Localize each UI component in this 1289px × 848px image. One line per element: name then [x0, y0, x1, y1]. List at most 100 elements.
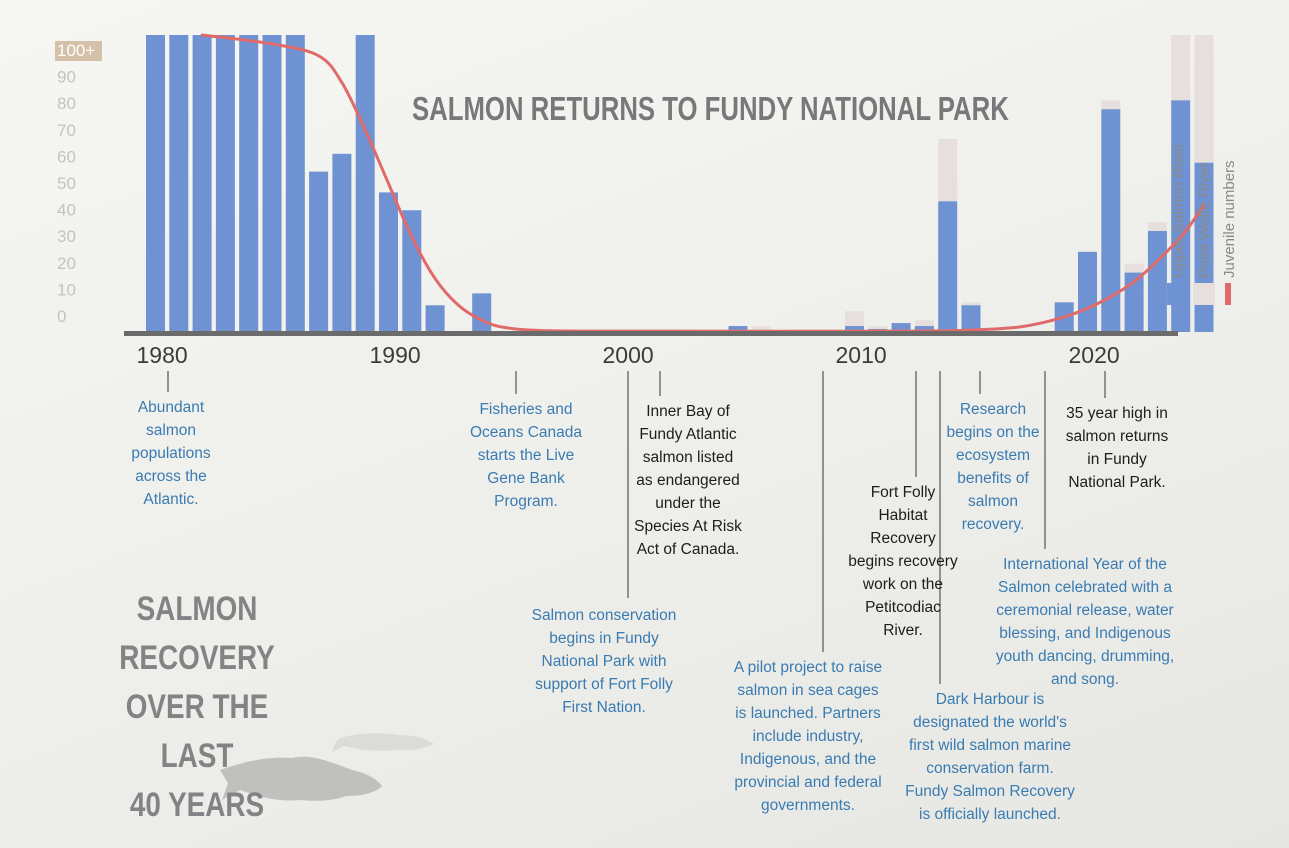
- annotation-line: under the: [588, 492, 788, 515]
- annotation-2019: International Year of the Salmon celebrat…: [985, 553, 1185, 691]
- bar-point-wolfe-2009: [868, 326, 887, 329]
- annotation-line: Fundy Atlantic: [588, 423, 788, 446]
- bar-upper-salmon-1989: [402, 210, 421, 332]
- annotation-line: first wild salmon marine: [890, 734, 1090, 757]
- bar-upper-salmon-2012: [938, 201, 957, 332]
- bar-upper-salmon-1982: [239, 35, 258, 332]
- annotation-line: Species At Risk: [588, 515, 788, 538]
- annotation-line: in Fundy: [1017, 448, 1217, 471]
- legend-label: Upper Salmon River: [1170, 143, 1187, 278]
- annotation-line: and song.: [985, 668, 1185, 691]
- annotation-line: Dark Harbour is: [890, 688, 1090, 711]
- annotation-line: Inner Bay of: [588, 400, 788, 423]
- annotation-line: populations: [71, 442, 271, 465]
- side-title-line: OVER THE LAST: [86, 683, 307, 781]
- bar-point-wolfe-2020: [1125, 264, 1144, 273]
- y-tick-label: 70: [57, 121, 76, 140]
- bar-upper-salmon-1980: [193, 35, 212, 332]
- annotation-line: as endangered: [588, 469, 788, 492]
- legend-swatch: [1193, 283, 1215, 305]
- bar-upper-salmon-2018: [1078, 252, 1097, 332]
- bar-point-wolfe-2012: [938, 139, 957, 201]
- x-tick-label: 1990: [370, 342, 421, 368]
- bar-upper-salmon-1979: [169, 35, 188, 332]
- y-tick-label: 50: [57, 174, 76, 193]
- annotation-line: 35 year high in: [1017, 402, 1217, 425]
- annotation-line: begins recovery: [803, 550, 1003, 573]
- bar-upper-salmon-1987: [356, 35, 375, 332]
- annotation-line: Fundy Salmon Recovery: [890, 780, 1090, 803]
- annotation-line: Indigenous, and the: [708, 748, 908, 771]
- annotation-line: salmon returns: [1017, 425, 1217, 448]
- annotation-line: salmon in sea cages: [708, 679, 908, 702]
- annotation-line: provincial and federal: [708, 771, 908, 794]
- annotation-2001: Salmon conservation begins in Fundy Nation…: [504, 604, 704, 719]
- annotation-line: support of Fort Folly: [504, 673, 704, 696]
- annotation-line: National Park with: [504, 650, 704, 673]
- x-tick-label: 2010: [836, 342, 887, 368]
- bar-upper-salmon-1978: [146, 35, 165, 332]
- bar-upper-salmon-2021: [1148, 231, 1167, 332]
- bar-upper-salmon-1981: [216, 35, 235, 332]
- juvenile-line-layer: [202, 35, 1204, 331]
- bar-point-wolfe-2022: [1171, 35, 1190, 100]
- annotation-line: National Park.: [1017, 471, 1217, 494]
- legend-label: Point Wolfe River: [1196, 162, 1213, 278]
- annotation-line: is launched. Partners: [708, 702, 908, 725]
- bar-point-wolfe-2011: [915, 320, 934, 326]
- annotation-line: Abundant: [71, 396, 271, 419]
- x-tick-label: 1980: [137, 342, 188, 368]
- annotation-1980: Abundant salmon populations across the Atlan…: [71, 396, 271, 511]
- annotation-2015: Dark Harbour is designated the world's fir…: [890, 688, 1090, 826]
- annotation-line: Salmon celebrated with a: [985, 576, 1185, 599]
- annotation-2022: 35 year high in salmon returns in Fundy Nat…: [1017, 402, 1217, 494]
- legend-swatch: [1225, 283, 1231, 305]
- side-title-line: 40 YEARS: [86, 781, 307, 830]
- annotation-line: River.: [803, 619, 1003, 642]
- y-tick-label: 90: [57, 68, 76, 87]
- bar-point-wolfe-2019: [1101, 100, 1120, 109]
- bar-upper-salmon-1985: [309, 172, 328, 332]
- bar-upper-salmon-1988: [379, 192, 398, 332]
- legend-label: Juvenile numbers: [1221, 160, 1238, 278]
- bar-point-wolfe-2008: [845, 311, 864, 326]
- annotation-line: youth dancing, drumming,: [985, 645, 1185, 668]
- annotation-2003: Inner Bay of Fundy Atlantic salmon listed a…: [588, 400, 788, 561]
- annotation-line: Petitcodiac: [803, 596, 1003, 619]
- bar-upper-salmon-2013: [962, 305, 981, 332]
- chart-title: SALMON RETURNS TO FUNDY NATIONAL PARK: [412, 90, 833, 128]
- y-tick-label: 80: [57, 94, 76, 113]
- y-tick-label: 60: [57, 147, 76, 166]
- annotation-line: recovery.: [893, 513, 1093, 536]
- y-tick-label: 40: [57, 201, 76, 220]
- y-tick-label: 10: [57, 280, 76, 299]
- x-tick-label: 2020: [1069, 342, 1120, 368]
- annotation-line: include industry,: [708, 725, 908, 748]
- annotation-line: work on the: [803, 573, 1003, 596]
- bar-upper-salmon-1984: [286, 35, 305, 332]
- annotation-line: salmon: [71, 419, 271, 442]
- y-tick-label: 100+: [57, 41, 95, 60]
- juvenile-numbers-line: [202, 35, 1204, 331]
- annotation-line: conservation farm.: [890, 757, 1090, 780]
- bar-point-wolfe-2023: [1195, 35, 1214, 163]
- annotation-line: Act of Canada.: [588, 538, 788, 561]
- bar-upper-salmon-1992: [472, 293, 491, 332]
- y-tick-label: 30: [57, 227, 76, 246]
- side-title-line: SALMON RECOVERY: [86, 585, 307, 683]
- bar-upper-salmon-1983: [263, 35, 282, 332]
- annotation-line: across the: [71, 465, 271, 488]
- annotation-line: Atlantic.: [71, 488, 271, 511]
- x-axis-line: [124, 331, 1178, 336]
- annotation-line: blessing, and Indigenous: [985, 622, 1185, 645]
- annotation-line: begins in Fundy: [504, 627, 704, 650]
- annotation-line: is officially launched.: [890, 803, 1090, 826]
- salmon-faint-icon: [332, 733, 434, 752]
- y-tick-label: 0: [57, 307, 66, 326]
- annotation-line: First Nation.: [504, 696, 704, 719]
- bar-point-wolfe-2013: [962, 302, 981, 305]
- annotation-2010: A pilot project to raise salmon in sea ca…: [708, 656, 908, 817]
- annotation-line: International Year of the: [985, 553, 1185, 576]
- annotation-line: Salmon conservation: [504, 604, 704, 627]
- legend-swatch: [1167, 283, 1189, 305]
